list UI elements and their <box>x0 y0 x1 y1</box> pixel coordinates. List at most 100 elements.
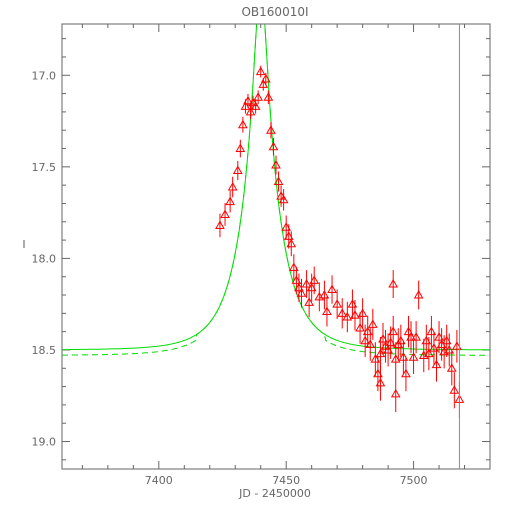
data-point <box>332 289 343 319</box>
triangle-marker <box>398 352 409 361</box>
triangle-marker <box>370 354 381 363</box>
triangle-marker <box>283 231 294 240</box>
triangle-marker <box>288 262 299 272</box>
triangle-marker <box>347 299 358 308</box>
triangle-marker <box>291 275 302 284</box>
data-point <box>294 273 304 302</box>
triangle-marker <box>273 176 284 185</box>
data-point <box>322 296 332 327</box>
x-tick-label: 7450 <box>272 474 300 487</box>
data-point <box>408 340 419 375</box>
triangle-marker <box>286 238 297 248</box>
plot-border <box>61 23 491 470</box>
triangle-marker <box>423 348 434 358</box>
data-point <box>373 356 383 392</box>
data-point <box>296 278 307 308</box>
triangle-marker <box>403 326 414 336</box>
data-point <box>225 190 236 213</box>
data-point <box>337 298 348 329</box>
triangle-marker <box>309 275 320 284</box>
triangle-marker <box>441 335 452 345</box>
data-point <box>260 72 271 86</box>
model-curves <box>62 24 490 356</box>
chart-title: OB160010I <box>241 5 308 19</box>
data-point <box>319 280 330 310</box>
data-point <box>403 315 414 348</box>
data-point <box>429 331 439 365</box>
data-point <box>375 365 386 401</box>
y-tick-label: 19.0 <box>32 436 57 449</box>
triangle-marker <box>350 310 360 319</box>
triangle-marker <box>421 335 432 345</box>
triangle-marker <box>319 290 330 299</box>
triangle-marker <box>306 282 317 292</box>
data-point <box>245 104 256 120</box>
data-point <box>375 336 386 371</box>
triangle-marker <box>332 299 343 308</box>
y-axis-label: I <box>22 238 25 251</box>
data-point <box>383 333 393 367</box>
triangle-marker <box>426 326 437 336</box>
triangle-marker <box>365 339 376 348</box>
triangle-marker <box>388 279 399 288</box>
data-point <box>255 65 266 78</box>
data-point <box>360 324 371 357</box>
data-point <box>235 139 246 158</box>
triangle-marker <box>253 92 264 101</box>
data-point <box>286 231 297 257</box>
triangle-marker <box>281 222 292 231</box>
x-tick-label: 7400 <box>145 474 173 487</box>
triangle-marker <box>271 160 281 169</box>
data-point <box>395 324 406 357</box>
triangle-marker <box>294 282 304 292</box>
triangle-marker <box>375 348 386 358</box>
triangle-marker <box>278 194 289 204</box>
triangle-marker <box>215 220 225 229</box>
data-point <box>406 321 416 354</box>
plot-frame <box>61 23 491 470</box>
data-point <box>365 328 376 361</box>
data-point <box>238 116 248 133</box>
triangle-marker <box>268 141 279 151</box>
triangle-marker <box>355 322 365 332</box>
data-point <box>227 176 238 198</box>
triangle-marker <box>238 119 248 129</box>
triangle-marker <box>225 196 236 206</box>
data-point <box>390 375 401 413</box>
data-point <box>243 93 253 108</box>
data-point <box>268 137 279 156</box>
data-point <box>306 273 317 302</box>
y-tick-label: 18.0 <box>32 252 57 265</box>
data-points <box>215 65 465 418</box>
data-point <box>411 321 421 354</box>
triangle-marker <box>322 306 332 316</box>
y-tick-label: 17.5 <box>32 161 57 174</box>
triangle-marker <box>248 97 258 107</box>
data-point <box>327 275 337 304</box>
triangle-marker <box>245 106 256 116</box>
data-point <box>250 99 261 114</box>
triangle-marker <box>434 332 444 341</box>
data-point <box>304 287 314 318</box>
triangle-marker <box>411 332 421 341</box>
data-point <box>388 315 399 348</box>
data-point <box>342 301 353 333</box>
model-curve-solid <box>62 24 490 351</box>
triangle-marker <box>449 385 460 394</box>
triangle-marker <box>390 354 401 363</box>
data-point <box>232 160 243 181</box>
triangle-marker <box>260 73 271 83</box>
data-point <box>266 122 276 139</box>
triangle-marker <box>266 125 276 134</box>
triangle-marker <box>444 344 455 354</box>
triangle-marker <box>431 359 442 369</box>
data-point <box>449 372 460 409</box>
triangle-marker <box>360 335 371 345</box>
data-point <box>220 203 230 226</box>
data-point <box>350 300 360 331</box>
triangle-marker <box>413 290 424 299</box>
triangle-marker <box>373 368 383 378</box>
data-point <box>281 215 292 240</box>
triangle-marker <box>220 209 230 218</box>
